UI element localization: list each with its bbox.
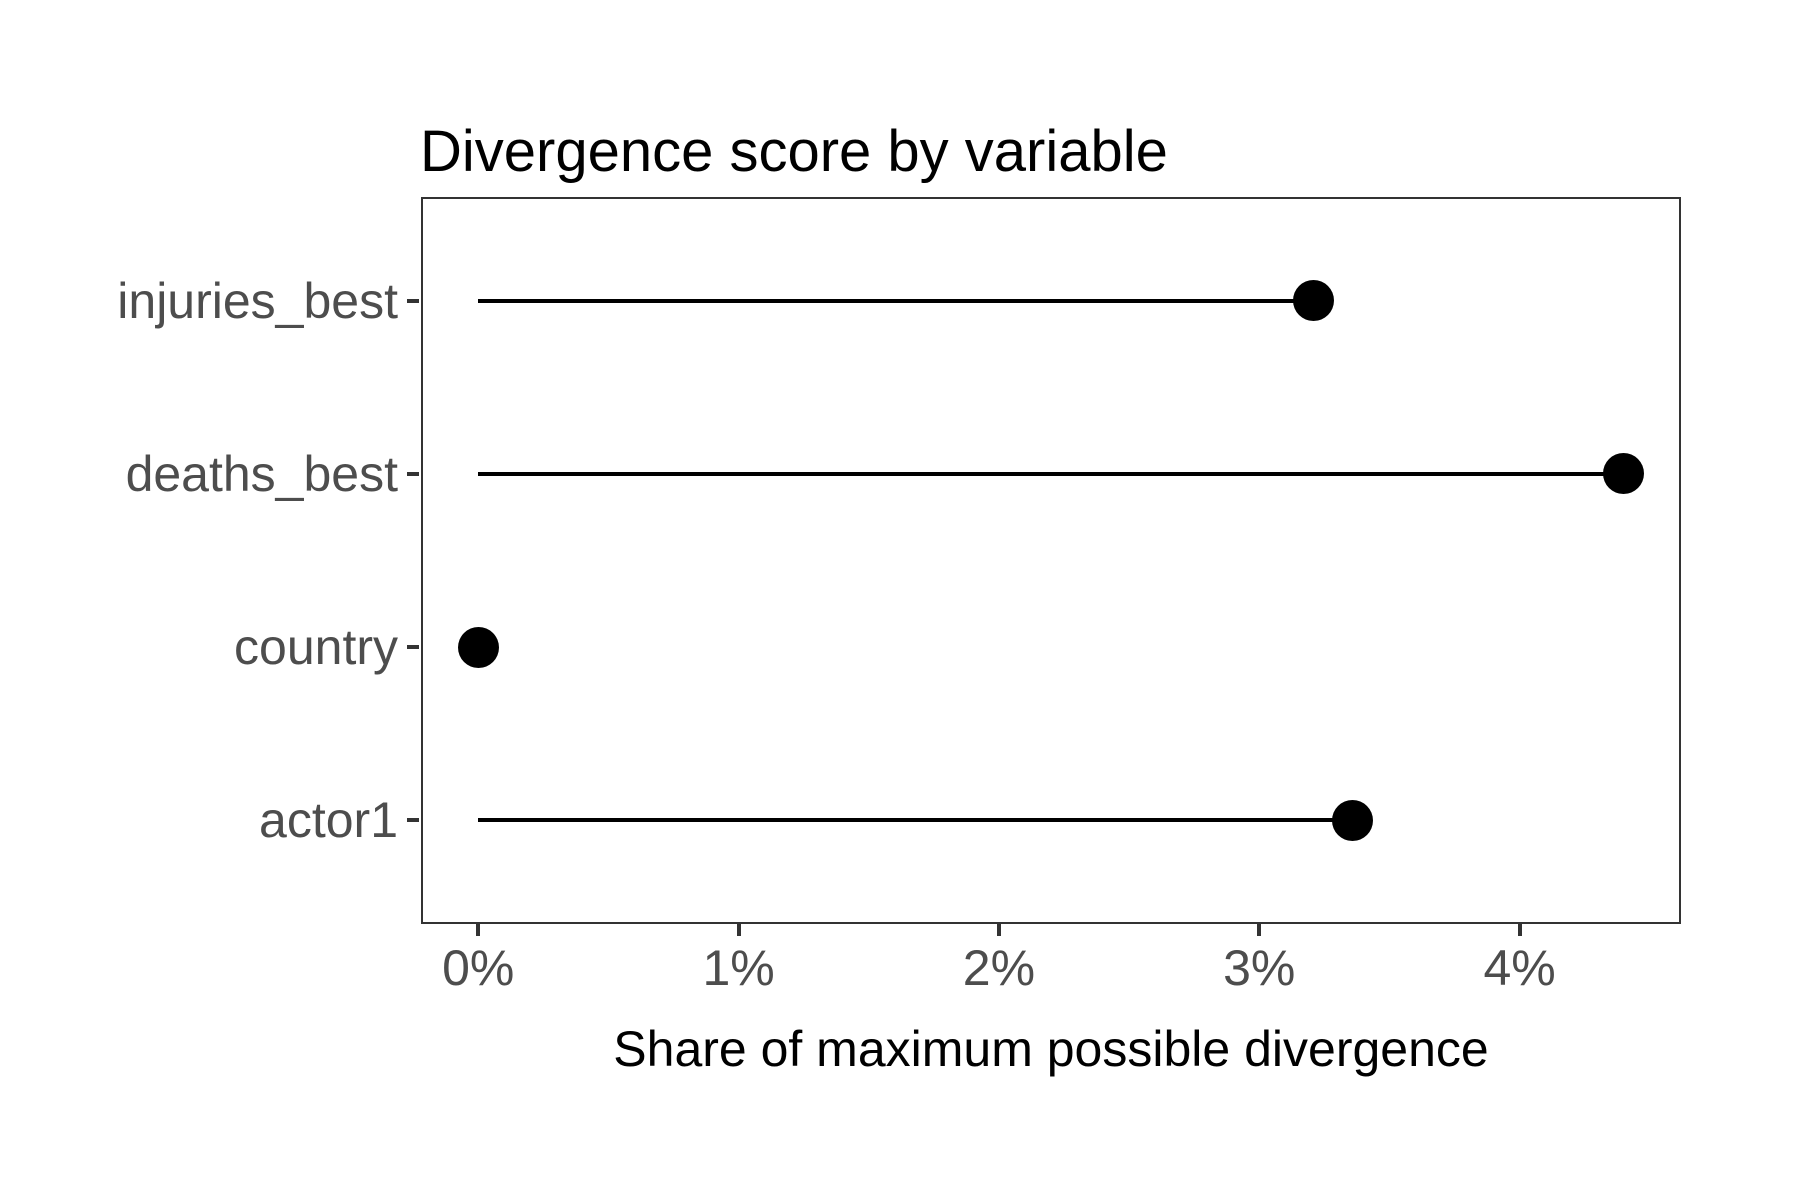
x-axis-tick-label: 2% <box>962 940 1036 996</box>
lollipop-dot <box>457 626 499 668</box>
lollipop-stem <box>478 298 1314 303</box>
x-axis-tick-label: 3% <box>1223 940 1296 996</box>
lollipop-stem <box>478 471 1624 476</box>
x-axis-tick-label: 1% <box>702 940 775 996</box>
y-axis-label: country <box>234 619 398 676</box>
y-axis-tick-mark <box>407 471 419 476</box>
y-axis-tick-mark <box>407 645 419 650</box>
y-axis-label: deaths_best <box>125 445 398 502</box>
y-axis-tick-mark <box>407 818 419 823</box>
lollipop-dot <box>1332 799 1374 841</box>
y-axis-label: actor1 <box>259 792 398 849</box>
x-axis-tick-mark <box>1257 924 1262 936</box>
x-axis-tick-mark <box>1517 924 1522 936</box>
lollipop-dot <box>1293 280 1335 322</box>
x-axis-tick-mark <box>736 924 741 936</box>
lollipop-stem <box>478 818 1353 823</box>
y-axis-label: injuries_best <box>117 272 398 329</box>
plot-panel <box>421 197 1681 924</box>
x-axis-tick-label: 4% <box>1483 940 1556 996</box>
plot-title: Divergence score by variable <box>420 119 1168 184</box>
x-axis-title: Share of maximum possible divergence <box>613 1021 1489 1077</box>
x-axis-tick-label: 0% <box>442 940 515 996</box>
x-axis-tick-mark <box>996 924 1001 936</box>
lollipop-dot <box>1603 453 1645 495</box>
x-axis-tick-mark <box>476 924 481 936</box>
y-axis-tick-mark <box>407 298 419 303</box>
